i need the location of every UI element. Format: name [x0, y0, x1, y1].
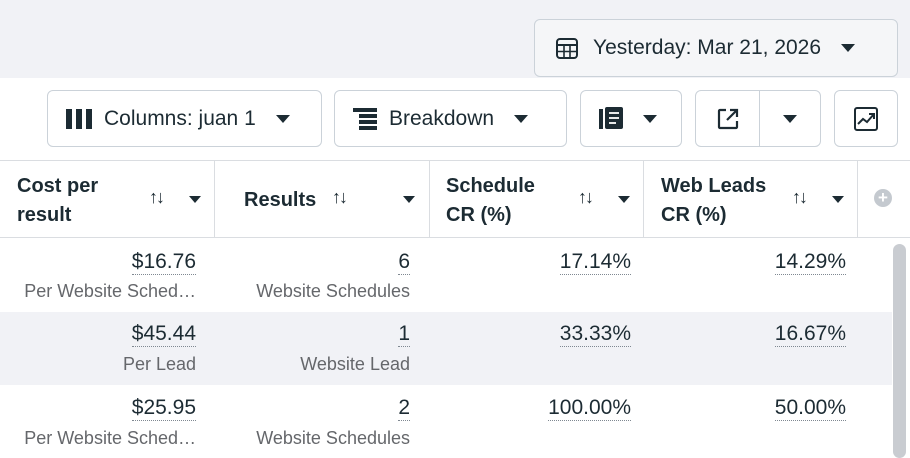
- export-button[interactable]: [696, 91, 760, 146]
- date-range-button[interactable]: Yesterday: Mar 21, 2026: [534, 19, 898, 77]
- cost-value[interactable]: $25.95: [131, 396, 196, 421]
- chevron-down-icon: [841, 44, 856, 52]
- chevron-down-icon: [783, 114, 797, 123]
- cost-value[interactable]: $16.76: [131, 250, 196, 275]
- web-leads-cr-value[interactable]: 14.29%: [774, 250, 846, 275]
- header-label-line2: CR (%): [661, 204, 727, 226]
- chevron-down-icon: [275, 114, 290, 123]
- export-dropdown-button[interactable]: [760, 91, 820, 146]
- column-divider: [643, 161, 644, 237]
- table-top-border: [0, 160, 910, 161]
- line-chart-icon: [854, 106, 878, 131]
- chevron-down-icon[interactable]: [618, 196, 630, 203]
- web-leads-cr-value[interactable]: 50.00%: [774, 396, 846, 421]
- column-divider: [214, 161, 215, 237]
- charts-button[interactable]: [834, 90, 898, 147]
- reports-button[interactable]: [580, 90, 682, 147]
- reports-icon: [599, 106, 623, 129]
- web-leads-cr-value[interactable]: 16.67%: [774, 322, 846, 347]
- vertical-scrollbar[interactable]: [893, 244, 906, 458]
- header-label-line2: result: [17, 204, 72, 226]
- schedule-cr-value[interactable]: 100.00%: [548, 396, 631, 421]
- results-value[interactable]: 6: [398, 250, 410, 275]
- table-row: $16.76 Per Website Sched… 6 Website Sche…: [0, 238, 892, 312]
- cost-subtext: Per Lead: [122, 354, 196, 374]
- export-icon: [717, 108, 738, 129]
- columns-button[interactable]: Columns: juan 1: [47, 90, 322, 147]
- chevron-down-icon[interactable]: [832, 196, 844, 203]
- cost-subtext: Per Website Sched…: [24, 428, 196, 448]
- table-row: $45.44 Per Lead 1 Website Lead 33.33% 16…: [0, 312, 892, 385]
- date-range-label: Yesterday: Mar 21, 2026: [593, 36, 822, 59]
- calendar-icon: [556, 38, 578, 59]
- columns-icon: [66, 108, 92, 129]
- chevron-down-icon: [643, 114, 657, 123]
- results-value[interactable]: 1: [398, 322, 410, 347]
- results-subtext: Website Schedules: [256, 281, 410, 301]
- header-bottom-border: [0, 237, 910, 238]
- header-label: Results: [244, 189, 317, 211]
- chevron-down-icon: [514, 114, 529, 123]
- add-column-icon[interactable]: +: [874, 189, 892, 207]
- results-subtext: Website Schedules: [256, 428, 410, 448]
- column-divider: [429, 161, 430, 237]
- sort-icon[interactable]: ↑↓: [149, 187, 165, 207]
- breakdown-icon: [353, 107, 377, 130]
- cost-value[interactable]: $45.44: [131, 322, 196, 347]
- columns-label: Columns: juan 1: [104, 106, 256, 130]
- header-label-line2: CR (%): [446, 204, 512, 226]
- header-label-line1: Web Leads: [661, 175, 767, 197]
- breakdown-label: Breakdown: [389, 106, 495, 130]
- header-label-line1: Cost per: [17, 175, 99, 197]
- table-row: $25.95 Per Website Sched… 2 Website Sche…: [0, 385, 892, 458]
- sort-icon[interactable]: ↑↓: [578, 187, 594, 207]
- sort-icon[interactable]: ↑↓: [332, 187, 348, 207]
- chevron-down-icon[interactable]: [189, 196, 201, 203]
- sort-icon[interactable]: ↑↓: [792, 187, 808, 207]
- chevron-down-icon[interactable]: [403, 196, 415, 203]
- header-label-line1: Schedule: [446, 175, 535, 197]
- export-button-group: [695, 90, 821, 147]
- results-value[interactable]: 2: [398, 396, 410, 421]
- column-divider: [857, 161, 858, 237]
- breakdown-button[interactable]: Breakdown: [334, 90, 567, 147]
- results-subtext: Website Lead: [300, 354, 410, 374]
- schedule-cr-value[interactable]: 33.33%: [559, 322, 631, 347]
- cost-subtext: Per Website Sched…: [24, 281, 196, 301]
- schedule-cr-value[interactable]: 17.14%: [559, 250, 631, 275]
